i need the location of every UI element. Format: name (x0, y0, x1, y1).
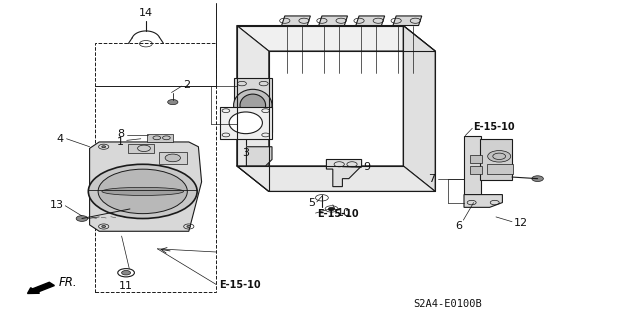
Text: 14: 14 (139, 8, 153, 18)
Polygon shape (282, 16, 310, 26)
Bar (470, 166, 482, 174)
Circle shape (98, 169, 188, 214)
Bar (95, 43, 216, 292)
Bar (470, 155, 482, 163)
Circle shape (165, 154, 180, 162)
Bar (487, 164, 513, 174)
Text: FR.: FR. (58, 277, 77, 289)
Circle shape (488, 151, 511, 162)
Text: 10: 10 (337, 208, 351, 218)
Text: 8: 8 (117, 129, 124, 139)
Ellipse shape (102, 187, 184, 196)
Ellipse shape (240, 94, 266, 116)
Text: E-15-10: E-15-10 (317, 209, 358, 219)
Text: 13: 13 (50, 200, 64, 210)
Text: 4: 4 (57, 134, 64, 144)
Polygon shape (237, 166, 435, 191)
Text: 2: 2 (183, 80, 190, 90)
Circle shape (168, 100, 178, 105)
Bar (480, 139, 512, 180)
Polygon shape (464, 195, 502, 207)
Circle shape (187, 226, 191, 227)
Bar (464, 136, 481, 195)
Polygon shape (356, 16, 385, 26)
Bar (147, 134, 173, 142)
Polygon shape (326, 160, 362, 187)
Text: 3: 3 (243, 148, 249, 158)
Polygon shape (90, 142, 202, 231)
Text: 1: 1 (117, 137, 124, 147)
Bar (159, 152, 187, 164)
Text: 7: 7 (428, 174, 435, 184)
Circle shape (88, 164, 197, 219)
Polygon shape (237, 26, 435, 51)
Text: 11: 11 (119, 281, 133, 291)
Polygon shape (237, 26, 269, 191)
Text: S2A4-E0100B: S2A4-E0100B (413, 299, 483, 309)
Circle shape (532, 176, 543, 182)
Bar (128, 144, 154, 153)
Text: E-15-10: E-15-10 (219, 279, 260, 290)
Polygon shape (393, 16, 422, 26)
Text: 12: 12 (514, 218, 528, 228)
Ellipse shape (234, 89, 272, 121)
Polygon shape (246, 147, 272, 166)
Polygon shape (234, 78, 272, 132)
FancyArrow shape (28, 282, 54, 293)
Bar (220, 107, 272, 139)
Circle shape (76, 216, 88, 221)
Text: 6: 6 (456, 221, 462, 232)
Ellipse shape (229, 112, 262, 134)
Circle shape (122, 271, 131, 275)
Text: E-15-10: E-15-10 (474, 122, 515, 132)
Text: 5: 5 (308, 198, 316, 208)
Circle shape (328, 207, 335, 211)
Polygon shape (403, 26, 435, 191)
Polygon shape (319, 16, 348, 26)
Circle shape (102, 226, 106, 227)
Text: 9: 9 (364, 162, 371, 172)
Circle shape (102, 146, 106, 148)
